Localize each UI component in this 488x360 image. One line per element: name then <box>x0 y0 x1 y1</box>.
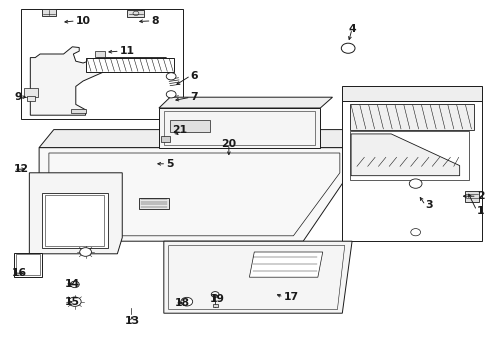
Text: 7: 7 <box>190 92 198 102</box>
Text: 18: 18 <box>175 298 190 308</box>
Polygon shape <box>161 136 170 142</box>
Polygon shape <box>350 134 459 176</box>
Polygon shape <box>27 96 35 101</box>
Text: 14: 14 <box>65 279 80 289</box>
Polygon shape <box>46 155 156 232</box>
Polygon shape <box>144 175 154 184</box>
Circle shape <box>341 43 354 53</box>
Polygon shape <box>342 86 481 101</box>
Circle shape <box>68 297 81 306</box>
Text: 13: 13 <box>124 316 139 326</box>
Polygon shape <box>29 173 122 254</box>
Polygon shape <box>41 9 56 16</box>
Text: 11: 11 <box>120 46 135 56</box>
Text: 20: 20 <box>221 139 236 149</box>
Polygon shape <box>349 104 473 130</box>
Polygon shape <box>41 193 107 248</box>
Polygon shape <box>163 241 351 313</box>
Polygon shape <box>349 131 468 180</box>
Text: 1: 1 <box>476 206 483 216</box>
Circle shape <box>80 248 91 256</box>
Text: 3: 3 <box>425 200 432 210</box>
Polygon shape <box>39 148 351 241</box>
Polygon shape <box>95 51 105 57</box>
Text: 9: 9 <box>14 92 22 102</box>
Circle shape <box>166 73 176 80</box>
Polygon shape <box>342 101 481 241</box>
Polygon shape <box>85 58 173 72</box>
Polygon shape <box>159 108 320 148</box>
Polygon shape <box>71 109 85 113</box>
Text: 19: 19 <box>210 294 224 304</box>
Polygon shape <box>39 130 366 148</box>
Text: 2: 2 <box>476 191 484 201</box>
Circle shape <box>410 229 420 236</box>
Polygon shape <box>30 47 166 115</box>
Text: 12: 12 <box>14 164 29 174</box>
Circle shape <box>408 179 421 188</box>
Polygon shape <box>139 198 168 209</box>
Polygon shape <box>127 10 144 17</box>
Text: 21: 21 <box>172 125 187 135</box>
Circle shape <box>70 281 79 288</box>
Polygon shape <box>90 169 150 192</box>
Polygon shape <box>464 191 478 202</box>
Text: 17: 17 <box>283 292 298 302</box>
Polygon shape <box>159 97 332 108</box>
Text: 15: 15 <box>65 297 80 307</box>
Circle shape <box>181 297 192 306</box>
Circle shape <box>166 91 176 98</box>
Text: 16: 16 <box>12 268 27 278</box>
Polygon shape <box>14 253 41 277</box>
Text: 8: 8 <box>151 16 159 26</box>
Text: 5: 5 <box>166 159 173 169</box>
Text: 10: 10 <box>76 16 91 26</box>
Text: 4: 4 <box>347 24 355 34</box>
Polygon shape <box>249 252 322 277</box>
Polygon shape <box>20 9 183 119</box>
Polygon shape <box>24 88 38 97</box>
Polygon shape <box>170 120 210 132</box>
Polygon shape <box>212 304 217 307</box>
Text: 6: 6 <box>190 71 198 81</box>
